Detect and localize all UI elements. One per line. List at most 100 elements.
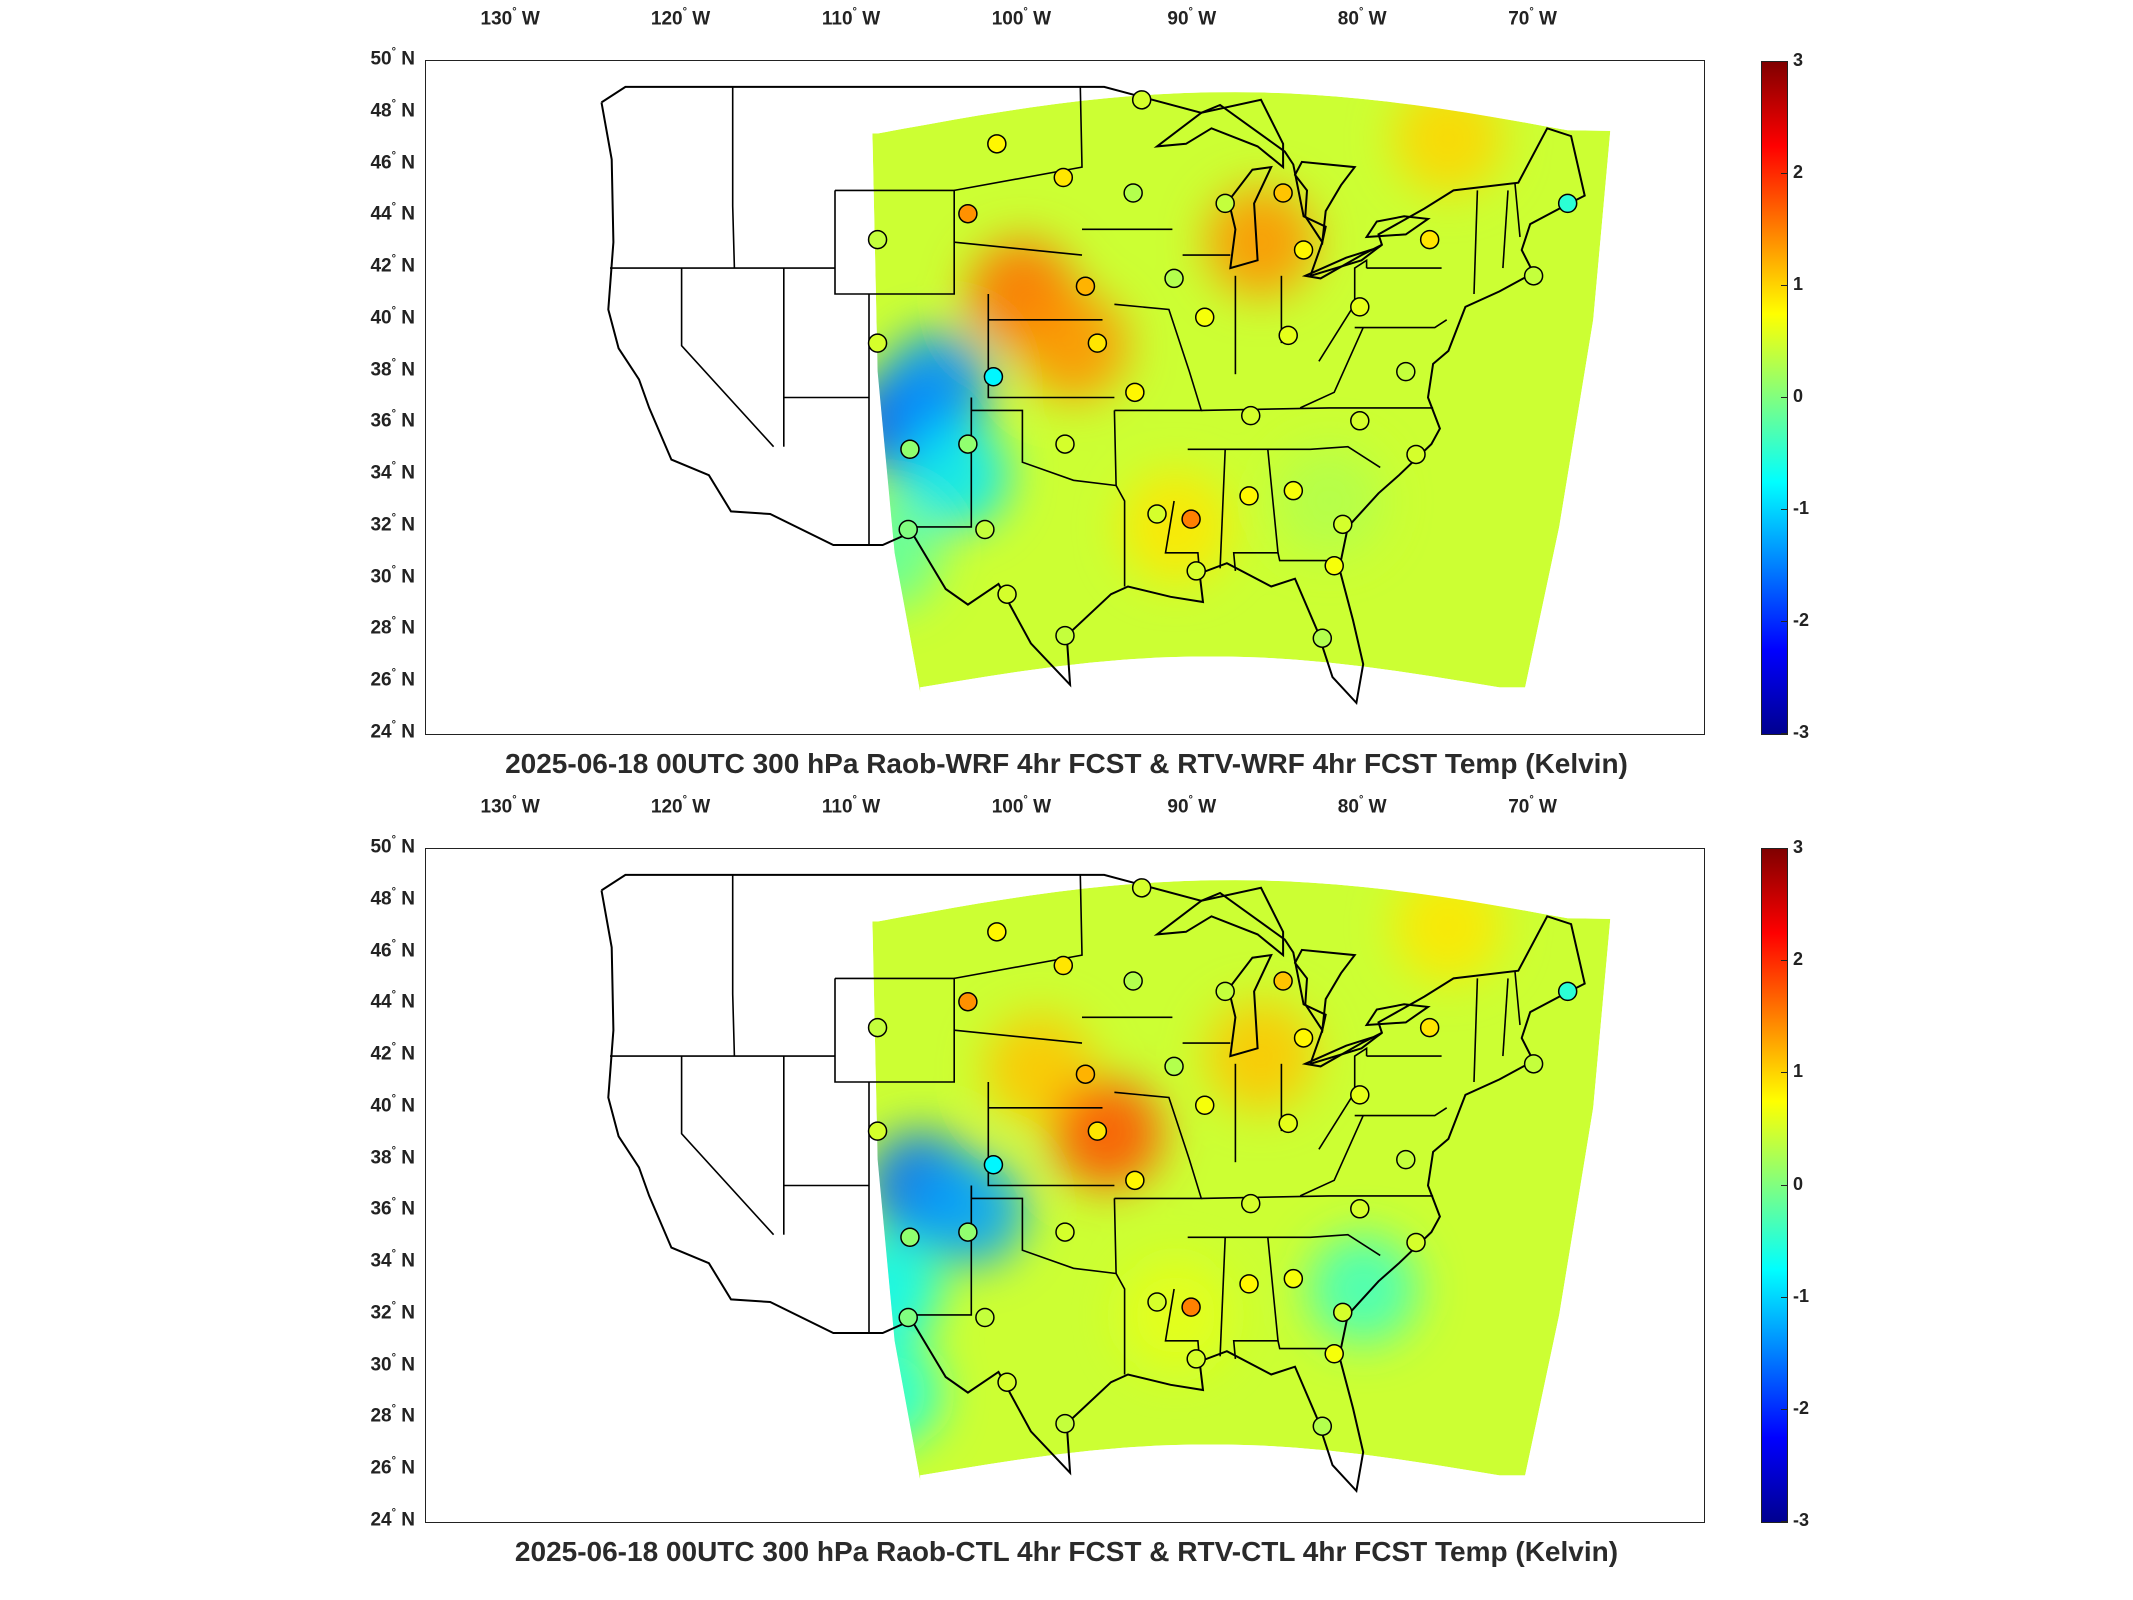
raob-station-marker <box>1240 405 1261 426</box>
lat-tick-label: 26° N <box>370 667 415 691</box>
raob-station-marker <box>1240 1193 1261 1214</box>
colorbar-tick-mark <box>1781 397 1787 398</box>
raob-station-marker <box>1053 955 1074 976</box>
anomaly-blob <box>1308 1234 1419 1345</box>
anomaly-blob <box>1393 880 1504 982</box>
state-border <box>1114 303 1203 412</box>
state-border <box>1232 1237 1279 1359</box>
colorbar-tick-label: -3 <box>1793 722 1810 742</box>
raob-station-marker <box>1273 971 1293 991</box>
raob-station-marker <box>867 1017 888 1038</box>
colorbar-tick-mark <box>1781 960 1787 962</box>
raob-station-marker <box>1215 981 1235 1002</box>
anomaly-blob <box>1205 1001 1316 1112</box>
lat-tick-label: 42° N <box>370 1041 415 1065</box>
colorbar-tick-mark <box>1781 733 1787 734</box>
raob-station-marker <box>1131 90 1152 110</box>
state-border <box>1187 1233 1381 1257</box>
raob-station-marker <box>1125 1170 1145 1191</box>
state-border <box>680 268 775 448</box>
anomaly-blob <box>872 1234 942 1345</box>
lat-tick-label: 40° N <box>370 304 415 329</box>
raob-station-marker <box>997 584 1017 604</box>
raob-station-marker <box>898 1307 918 1328</box>
state-border <box>1299 1115 1364 1197</box>
lon-tick-label: 120° W <box>650 794 711 818</box>
raob-station-marker <box>1312 628 1333 648</box>
state-border <box>1514 182 1521 238</box>
raob-station-marker <box>1055 434 1075 454</box>
lon-tick-label: 90° W <box>1167 6 1217 30</box>
state-border <box>954 1029 1083 1044</box>
raob-station-marker <box>1055 625 1075 646</box>
state-border <box>1318 1091 1356 1150</box>
lon-tick-label: 100° W <box>991 6 1052 30</box>
colorbar-tick-mark <box>1781 1072 1787 1074</box>
colorbar-tick-label: -2 <box>1793 1397 1810 1418</box>
raob-station-marker <box>1293 240 1314 260</box>
great-lake <box>1301 243 1383 280</box>
anomaly-blob <box>1205 187 1316 298</box>
upper-map <box>425 60 1705 735</box>
raob-station-marker <box>1055 1222 1075 1242</box>
great-lake <box>1301 1031 1383 1068</box>
lat-tick-label: 34° N <box>370 1248 415 1272</box>
raob-station-marker <box>983 367 1004 387</box>
raob-station-marker <box>1396 361 1416 382</box>
great-lake <box>1153 886 1285 958</box>
lat-tick-label: 48° N <box>370 885 415 910</box>
raob-station-marker <box>1278 325 1298 346</box>
lat-tick-label: 36° N <box>370 1196 415 1220</box>
state-border <box>1514 970 1521 1026</box>
colorbar-tick-mark <box>1781 285 1787 286</box>
great-lake <box>1227 953 1273 1058</box>
raob-station-marker <box>1186 1349 1206 1369</box>
lat-tick-label: 36° N <box>370 408 415 432</box>
lat-tick-label: 50° N <box>370 834 415 858</box>
anomaly-blob <box>882 329 993 440</box>
lat-tick-label: 40° N <box>370 1092 415 1117</box>
lat-tick-label: 44° N <box>370 989 415 1013</box>
colorbar-tick-mark <box>1781 1521 1787 1522</box>
colorbar-tick-label: 2 <box>1793 162 1804 182</box>
raob-station-marker <box>1131 878 1152 898</box>
raob-station-marker <box>1283 1268 1304 1289</box>
state-border <box>1318 303 1356 362</box>
lat-tick-label: 38° N <box>370 1144 415 1168</box>
raob-station-marker <box>1324 556 1344 576</box>
state-border <box>834 977 955 1083</box>
colorbar-tick-mark <box>1781 509 1787 510</box>
colorbar-tick-mark <box>1781 1296 1787 1298</box>
raob-station-marker <box>1147 1292 1167 1312</box>
state-border <box>1219 1237 1226 1357</box>
state-border <box>954 86 1083 192</box>
great-lake <box>1293 948 1357 1034</box>
raob-station-marker <box>1523 266 1544 286</box>
raob-station-marker <box>1350 297 1370 317</box>
raob-station-marker <box>867 333 888 353</box>
lower-map <box>425 848 1705 1523</box>
state-border <box>680 1056 775 1236</box>
anomaly-blob <box>872 1337 942 1448</box>
lat-tick-label: 34° N <box>370 460 415 484</box>
raob-station-marker <box>1186 561 1206 581</box>
colorbar-tick-label: -1 <box>1793 498 1810 518</box>
lon-tick-label: 80° W <box>1337 794 1387 818</box>
raob-station-marker <box>1164 268 1184 289</box>
state-border <box>1187 445 1381 469</box>
lat-tick-label: 46° N <box>370 149 415 173</box>
raob-station-marker <box>958 991 978 1012</box>
great-lake <box>1153 98 1285 170</box>
state-border <box>834 189 955 295</box>
lat-tick-label: 30° N <box>370 563 415 588</box>
state-border <box>731 86 736 269</box>
raob-station-marker <box>1419 229 1440 250</box>
lon-tick-label: 110° W <box>821 6 881 30</box>
lat-tick-label: 32° N <box>370 511 415 536</box>
state-border <box>783 1056 869 1187</box>
raob-station-marker <box>1123 183 1143 203</box>
lower-panel-title: 2025-06-18 00UTC 300 hPa Raob-CTL 4hr FC… <box>514 1536 1619 1567</box>
colorbar-tick-label: -3 <box>1793 1510 1810 1530</box>
raob-station-marker <box>958 203 978 224</box>
anomaly-blob <box>1120 1259 1231 1370</box>
